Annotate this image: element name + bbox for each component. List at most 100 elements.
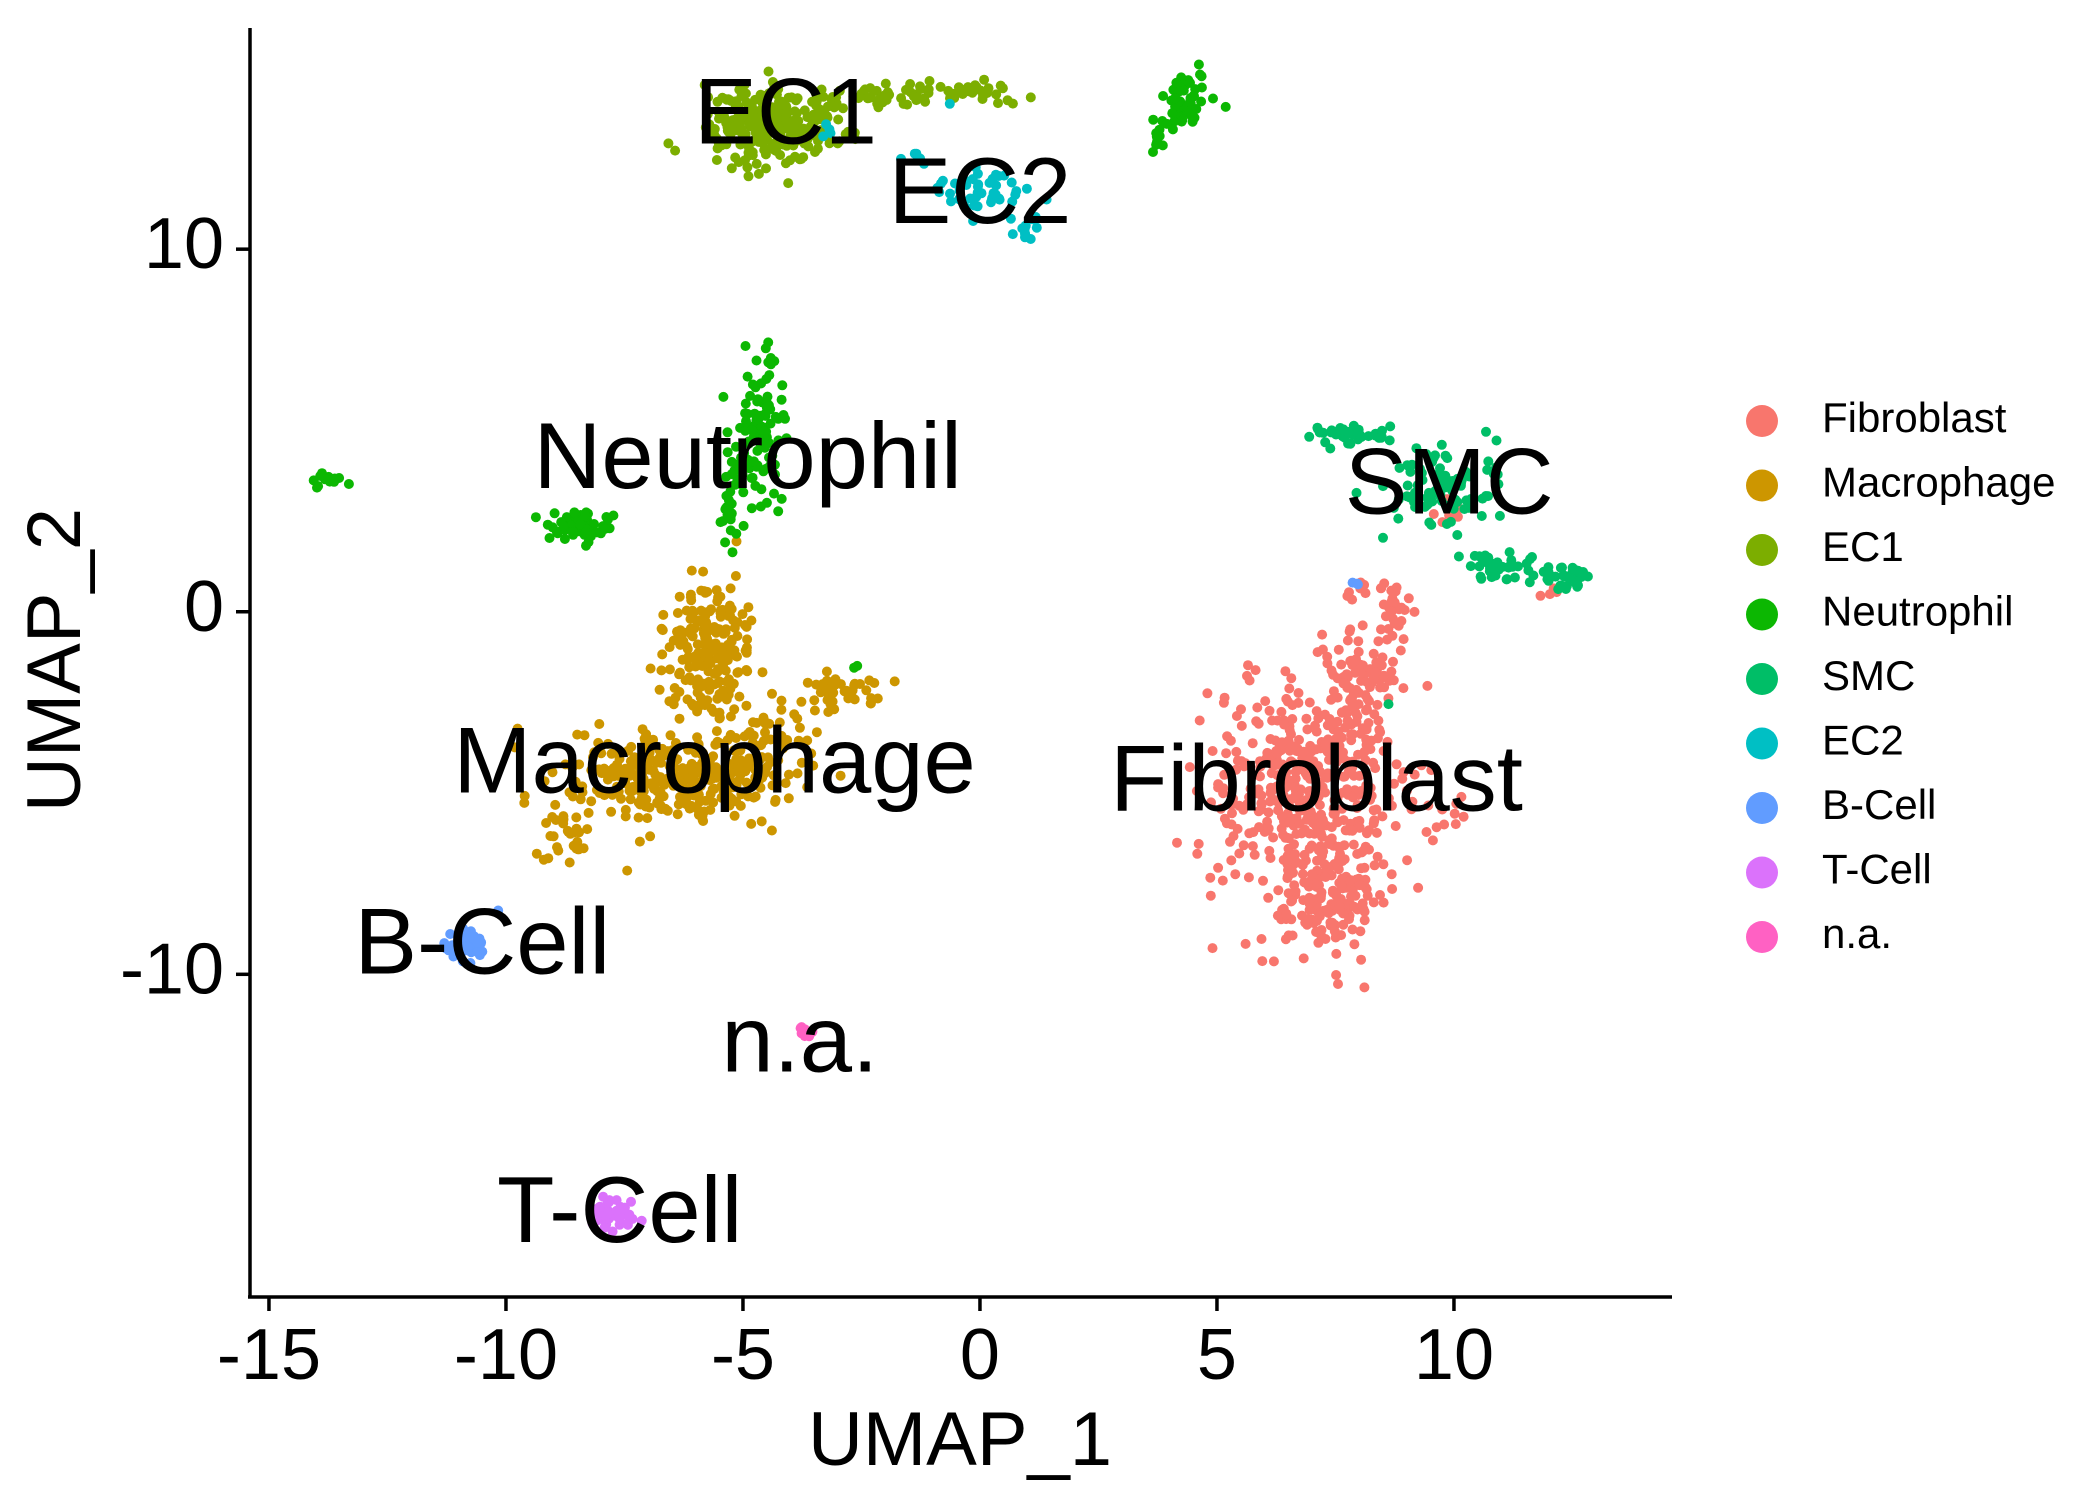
data-point xyxy=(1393,513,1404,524)
data-point xyxy=(738,520,749,531)
data-point xyxy=(1314,911,1325,922)
data-point xyxy=(1268,832,1279,843)
data-point xyxy=(1397,773,1408,784)
data-point xyxy=(1399,605,1410,615)
data-point xyxy=(752,445,763,456)
data-point xyxy=(780,413,790,424)
legend-swatch xyxy=(1746,727,1778,760)
data-point xyxy=(1305,806,1316,817)
data-point xyxy=(1301,794,1312,805)
data-point xyxy=(1368,672,1379,683)
data-point xyxy=(343,479,354,489)
data-point xyxy=(1319,859,1330,870)
data-point xyxy=(1243,872,1254,883)
data-point xyxy=(601,768,612,779)
data-point xyxy=(1304,431,1315,442)
data-point xyxy=(567,791,578,802)
data-point xyxy=(654,684,665,695)
data-point xyxy=(747,379,758,390)
data-point xyxy=(1452,530,1463,540)
data-point xyxy=(769,145,780,155)
data-point xyxy=(1239,761,1250,772)
data-point xyxy=(666,753,677,764)
data-point xyxy=(1360,755,1371,766)
data-point xyxy=(1294,734,1304,745)
data-point xyxy=(1330,765,1341,776)
data-point xyxy=(753,414,764,425)
data-point xyxy=(747,147,758,158)
data-point xyxy=(1213,779,1224,790)
legend-item: B-Cell xyxy=(1746,781,1936,828)
data-point xyxy=(690,661,701,672)
data-point xyxy=(1257,956,1268,967)
data-point xyxy=(1345,624,1356,635)
data-point xyxy=(674,686,685,697)
data-point xyxy=(1349,939,1360,950)
data-point xyxy=(1391,582,1402,593)
data-point xyxy=(776,493,787,504)
data-point xyxy=(1377,811,1388,822)
data-point xyxy=(743,171,754,182)
data-point xyxy=(1401,785,1412,796)
data-point xyxy=(843,126,854,137)
data-point xyxy=(737,609,748,620)
data-point xyxy=(765,353,776,363)
data-point xyxy=(978,90,989,101)
data-point xyxy=(997,83,1008,94)
data-point xyxy=(586,796,597,807)
data-point xyxy=(714,738,725,748)
data-point xyxy=(1287,700,1298,711)
data-point xyxy=(1452,497,1463,507)
data-point xyxy=(745,390,756,401)
data-point xyxy=(675,625,686,636)
cluster-label-macrophage: Macrophage xyxy=(453,707,976,812)
y-tick-label: 0 xyxy=(184,567,224,647)
y-axis-title: UMAP_2 xyxy=(12,508,97,812)
data-point xyxy=(751,158,762,169)
data-point xyxy=(736,112,747,123)
data-point xyxy=(622,865,633,876)
data-point xyxy=(1263,892,1274,903)
data-point xyxy=(762,114,773,125)
data-point xyxy=(1383,699,1394,710)
data-point xyxy=(1390,821,1401,831)
data-point xyxy=(664,696,675,707)
data-point xyxy=(1273,805,1284,816)
data-point xyxy=(806,748,817,759)
data-point xyxy=(1347,701,1358,712)
data-point xyxy=(1157,140,1168,151)
data-point xyxy=(1254,822,1264,833)
data-point xyxy=(708,751,719,762)
data-point xyxy=(726,469,737,480)
data-point xyxy=(645,831,656,842)
data-point xyxy=(794,722,805,733)
data-point xyxy=(935,81,946,92)
data-point xyxy=(1451,798,1462,809)
legend-label: Fibroblast xyxy=(1822,394,2007,441)
data-point xyxy=(1226,855,1237,866)
data-point xyxy=(1398,683,1409,694)
data-point xyxy=(1378,481,1388,492)
data-point xyxy=(699,700,710,711)
data-point xyxy=(1369,860,1380,871)
data-point xyxy=(789,709,800,720)
data-point xyxy=(1348,839,1359,850)
data-point xyxy=(1270,760,1281,771)
data-point xyxy=(715,517,726,528)
data-point xyxy=(1335,855,1346,866)
data-point xyxy=(648,766,659,777)
data-point xyxy=(1252,702,1263,713)
data-point xyxy=(674,591,685,602)
data-point xyxy=(569,827,580,838)
data-point xyxy=(726,644,737,655)
data-point xyxy=(1344,914,1354,925)
data-point xyxy=(1347,792,1358,803)
data-point xyxy=(1315,828,1326,839)
data-point xyxy=(723,674,734,685)
data-point xyxy=(620,778,631,789)
data-point xyxy=(1172,837,1182,848)
data-point xyxy=(1304,895,1315,906)
data-point xyxy=(1407,796,1418,807)
data-point xyxy=(1283,775,1294,786)
data-point xyxy=(849,678,860,689)
